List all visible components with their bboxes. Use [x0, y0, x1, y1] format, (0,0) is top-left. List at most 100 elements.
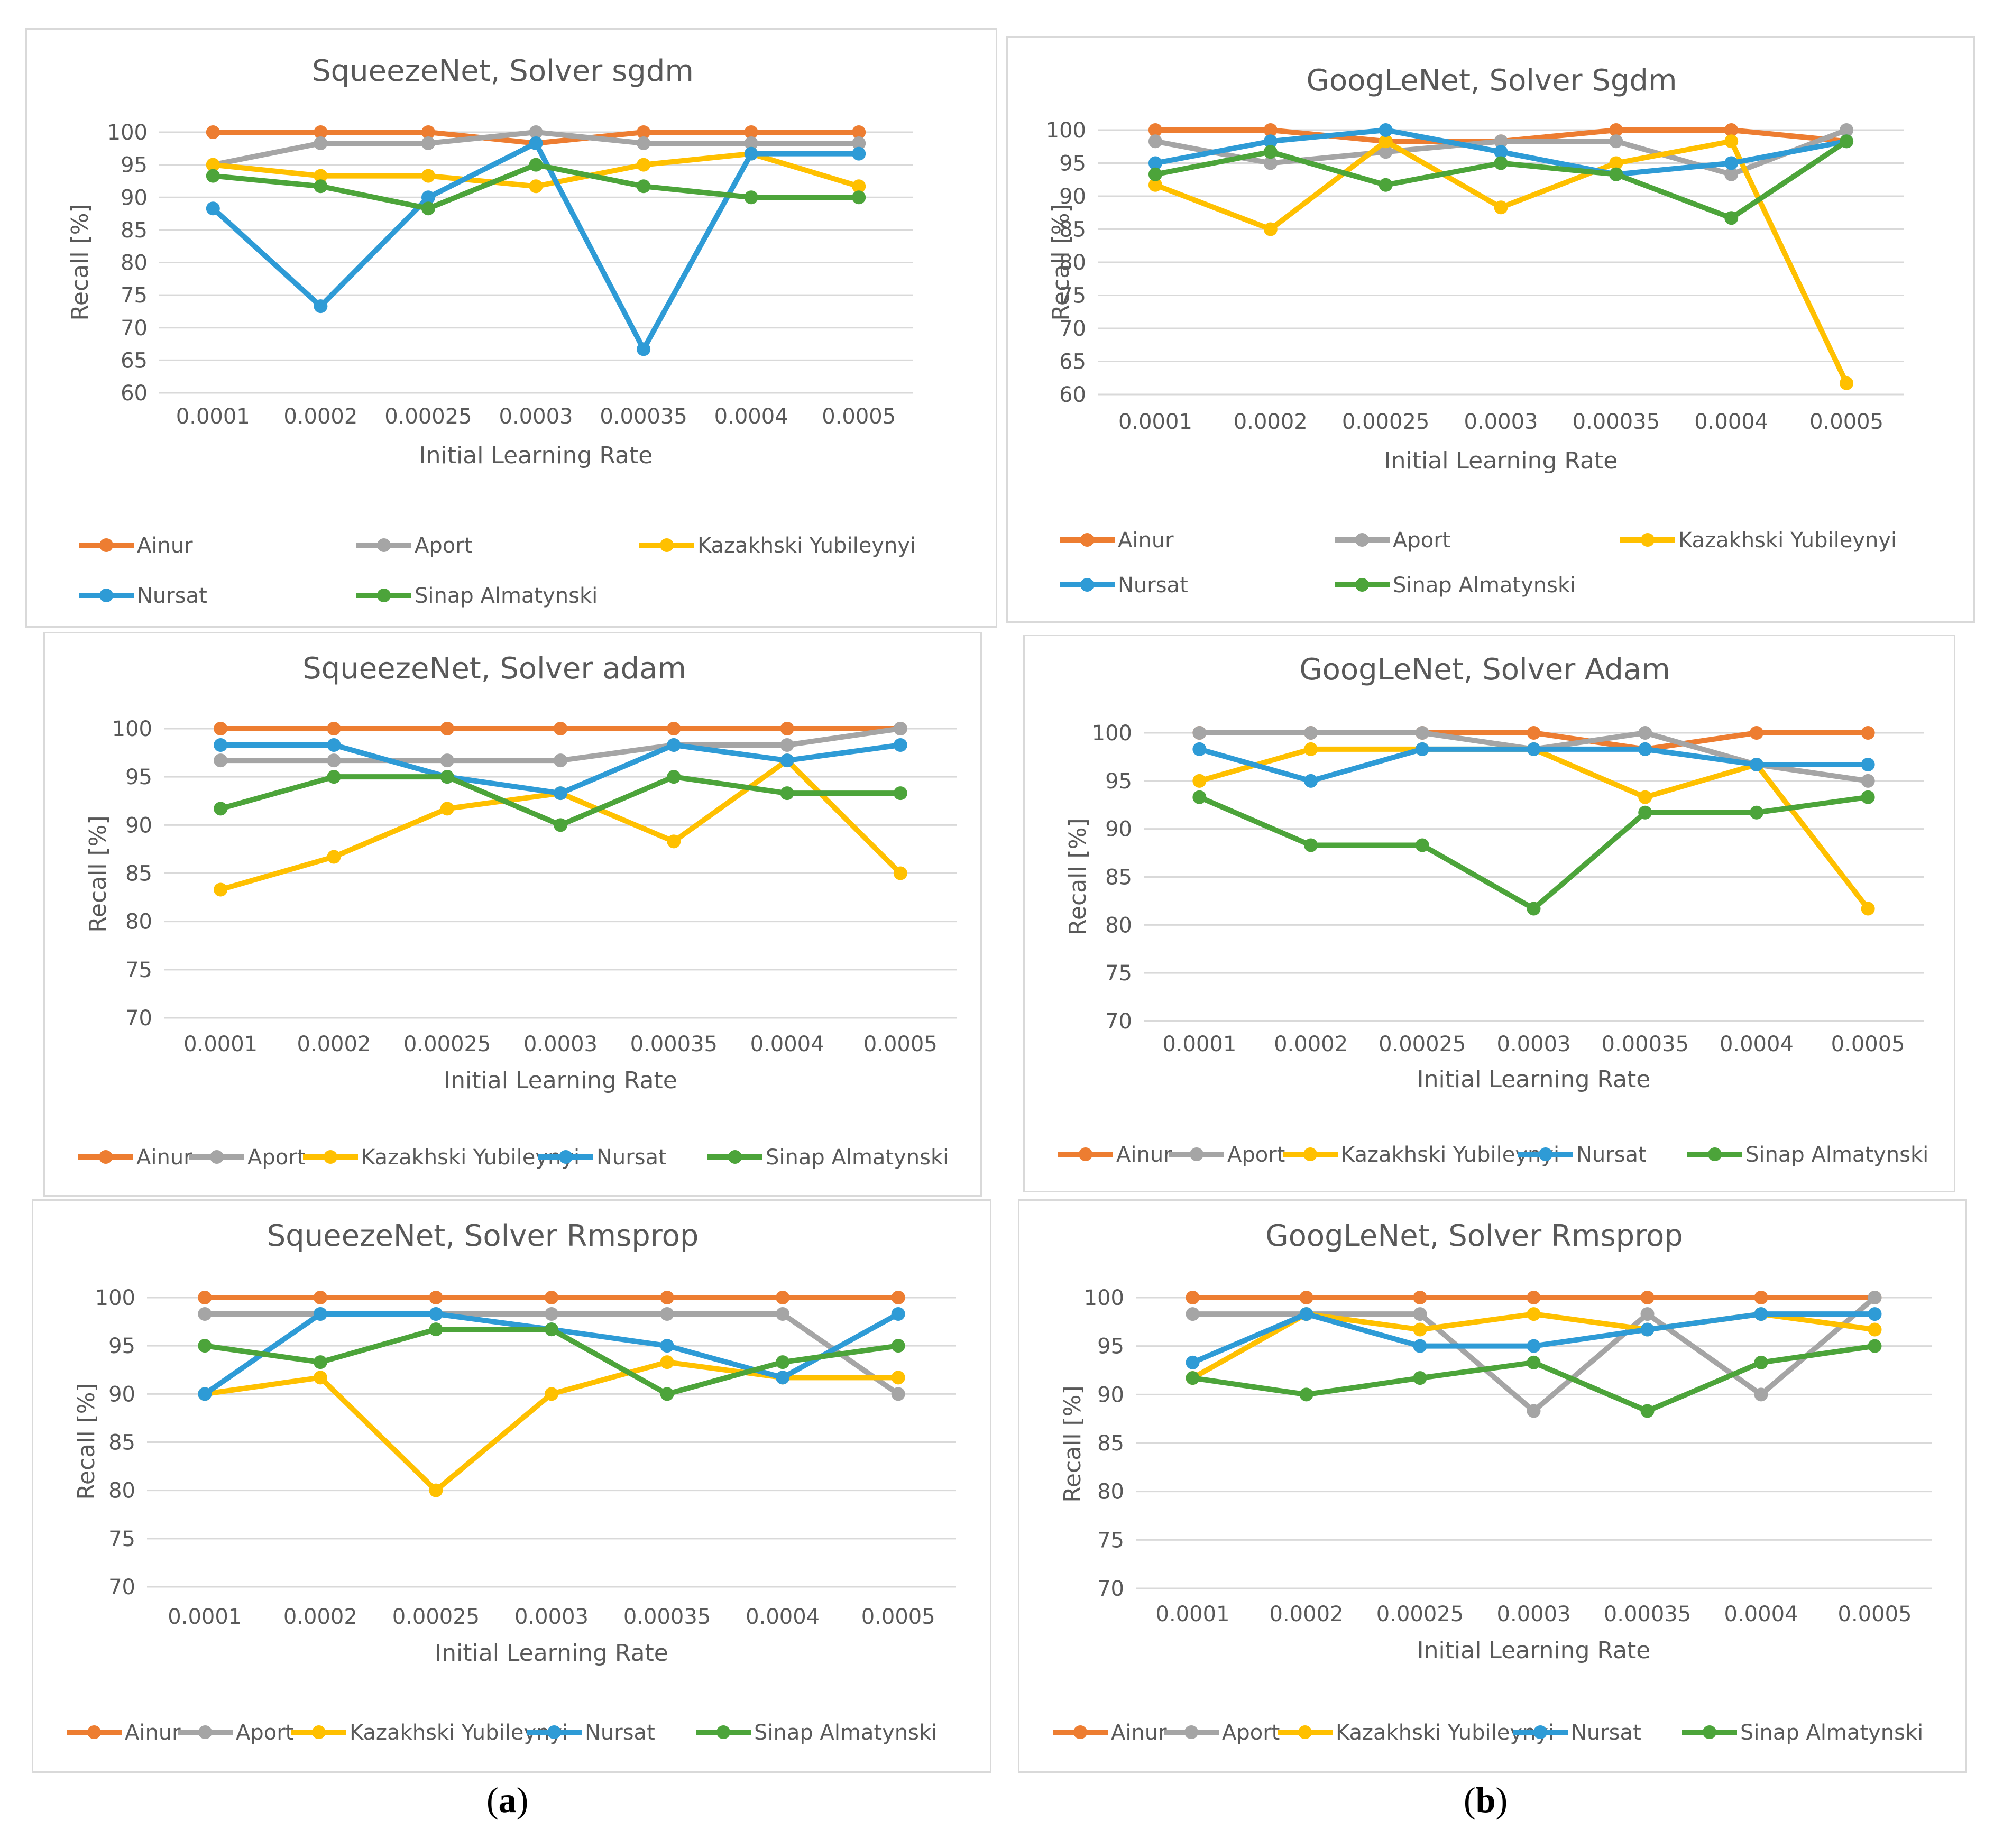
legend-label: Sinap Almatynski	[1740, 1721, 1923, 1745]
data-point	[545, 1322, 558, 1337]
x-tick-label: 0.0001	[183, 1032, 258, 1056]
data-point	[214, 722, 228, 735]
x-tick-label: 0.0002	[283, 1605, 357, 1629]
data-point	[1527, 742, 1541, 756]
y-tick-label: 65	[1059, 350, 1086, 374]
chart-title: GoogLeNet, Solver Adam	[1299, 652, 1670, 687]
data-point	[314, 179, 328, 194]
x-tick-label: 0.00035	[1573, 410, 1660, 434]
data-point	[1263, 222, 1278, 236]
data-point	[852, 136, 866, 150]
series-line	[1198, 794, 1869, 912]
data-point	[1263, 123, 1278, 137]
data-point	[1379, 123, 1393, 137]
data-point	[1192, 774, 1207, 788]
x-tick-label: 0.0003	[514, 1605, 589, 1629]
data-point	[1861, 774, 1875, 788]
data-point	[1840, 376, 1854, 390]
data-point	[1638, 742, 1652, 756]
x-tick-label: 0.0005	[1809, 410, 1883, 434]
legend-item-kazakhski-yubileynyi: Kazakhski Yubileynyi	[1620, 528, 1897, 553]
legend-marker	[1708, 1147, 1722, 1161]
data-point	[891, 1291, 905, 1304]
data-point	[1494, 200, 1508, 215]
data-point	[1379, 145, 1393, 159]
legend-label: Sinap Almatynski	[766, 1145, 949, 1170]
data-point	[314, 169, 328, 183]
y-axis-title: Recall [%]	[67, 204, 94, 320]
x-tick-label: 0.0004	[1720, 1032, 1794, 1056]
data-point	[1186, 1307, 1200, 1321]
data-point	[1186, 1371, 1200, 1385]
x-tick-label: 0.00035	[1602, 1032, 1689, 1056]
data-point	[1415, 742, 1429, 756]
data-point	[1527, 902, 1541, 916]
data-point	[206, 158, 220, 172]
data-point	[545, 1307, 558, 1321]
y-tick-label: 75	[121, 283, 148, 308]
data-point	[1749, 805, 1763, 820]
data-point	[1749, 757, 1763, 771]
data-point	[429, 1291, 443, 1304]
data-point	[1840, 134, 1854, 149]
data-point	[429, 1307, 443, 1321]
series-ainur	[1186, 1291, 1882, 1304]
legend-marker	[1190, 1147, 1203, 1161]
chart-squeezenet-rmsprop: SqueezeNet, Solver Rmsprop 70 75 80 85 90 95 10…	[32, 1199, 991, 1773]
legend-label: Kazakhski Yubileynyi	[697, 534, 916, 558]
series-sinap-almatynski	[1186, 1339, 1882, 1418]
data-point	[1494, 134, 1508, 149]
x-tick-label: 0.0003	[523, 1032, 598, 1056]
y-tick-label: 90	[1105, 817, 1132, 842]
legend-item-nursat: Nursat	[1518, 1143, 1647, 1167]
data-point	[1868, 1307, 1882, 1321]
data-point	[1186, 1291, 1200, 1304]
data-point	[198, 1339, 212, 1353]
data-point	[327, 850, 341, 864]
y-tick-label: 85	[125, 862, 152, 886]
chart-squeezenet-adam: SqueezeNet, Solver adam 70 75 80 85 90 95 100 0.…	[43, 632, 982, 1197]
data-point	[206, 201, 220, 216]
data-point	[214, 882, 228, 897]
data-point	[1415, 838, 1429, 852]
data-point	[313, 1371, 327, 1385]
legend-marker	[1184, 1725, 1198, 1739]
y-tick-label: 95	[1059, 152, 1086, 176]
x-tick-label: 0.0003	[1464, 410, 1538, 434]
legend-marker	[1703, 1725, 1716, 1739]
data-point	[214, 753, 228, 768]
series-ainur	[214, 722, 907, 735]
legend-marker	[99, 589, 113, 602]
legend-item-nursat: Nursat	[1513, 1721, 1641, 1745]
y-tick-label: 95	[1105, 769, 1132, 794]
y-tick-label: 80	[108, 1479, 135, 1503]
x-tick-label: 0.0005	[822, 404, 896, 429]
data-point	[1413, 1322, 1427, 1337]
legend-item-kazakhski-yubileynyi: Kazakhski Yubileynyi	[291, 1721, 568, 1745]
legend-item-nursat: Nursat	[79, 584, 207, 608]
data-point	[1304, 774, 1318, 788]
legend-label: Ainur	[137, 534, 193, 558]
y-tick-label: 60	[1059, 383, 1086, 407]
legend-marker	[660, 538, 674, 552]
data-point	[1638, 805, 1652, 820]
x-tick-label: 0.0003	[499, 404, 573, 429]
y-tick-label: 75	[1105, 961, 1132, 986]
x-tick-label: 0.00025	[1342, 410, 1429, 434]
y-tick-label: 75	[108, 1527, 135, 1551]
data-point	[1754, 1387, 1768, 1402]
data-point	[1192, 790, 1207, 804]
data-point	[780, 738, 794, 752]
data-point	[744, 146, 758, 161]
data-point	[198, 1291, 212, 1304]
y-tick-label: 65	[121, 348, 148, 373]
data-point	[776, 1355, 790, 1369]
data-point	[1609, 167, 1623, 181]
y-tick-label: 90	[121, 186, 148, 210]
data-point	[1868, 1291, 1882, 1304]
data-point	[637, 179, 651, 194]
data-point	[852, 190, 866, 205]
legend-item-aport: Aport	[1169, 1143, 1285, 1167]
data-point	[1413, 1339, 1427, 1353]
data-point	[1724, 123, 1739, 137]
